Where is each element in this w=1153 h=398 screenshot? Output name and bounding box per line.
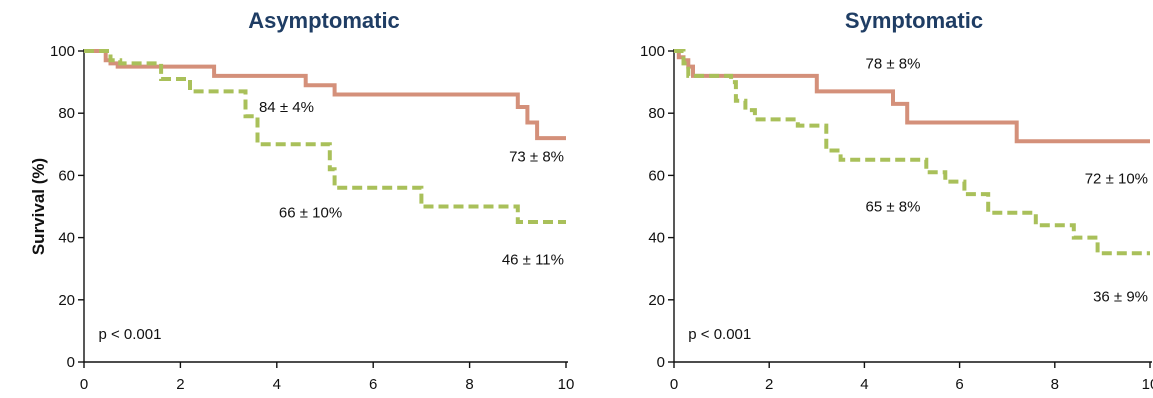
x-tick-label: 8: [1051, 376, 1059, 393]
survival-estimate-label: 72 ± 10%: [1085, 171, 1148, 188]
survival-estimate-label: 73 ± 8%: [509, 149, 564, 166]
x-tick-label: 0: [670, 376, 678, 393]
x-tick-label: 6: [955, 376, 963, 393]
p-value-label: p < 0.001: [688, 326, 751, 343]
x-tick-label: 10: [1142, 376, 1153, 393]
chart-title: Asymptomatic: [248, 8, 400, 33]
y-tick-label: 60: [648, 167, 665, 184]
survival-estimate-label: 65 ± 8%: [865, 199, 920, 216]
series-line-dashed: [674, 49, 1150, 256]
survival-estimate-label: 78 ± 8%: [865, 55, 920, 72]
survival-estimate-label: 46 ± 11%: [502, 251, 564, 268]
y-axis-label: Survival (%): [29, 158, 48, 255]
x-tick-label: 8: [465, 376, 473, 393]
y-tick-label: 60: [58, 167, 75, 184]
p-value-label: p < 0.001: [98, 326, 161, 343]
x-tick-label: 6: [369, 376, 377, 393]
y-tick-label: 80: [58, 105, 75, 122]
y-tick-label: 100: [50, 43, 75, 60]
chart-title: Symptomatic: [845, 8, 983, 33]
y-tick-label: 40: [58, 230, 75, 247]
panel-symptomatic: Symptomatic 0 20 40 60 80 100 0 2 4 6 8 10 78 ± 8% 72 …: [640, 8, 1153, 393]
x-tick-label: 4: [860, 376, 868, 393]
y-tick-label: 20: [58, 292, 75, 309]
x-tick-label: 4: [273, 376, 281, 393]
x-tick-label: 0: [80, 376, 88, 393]
x-tick-label: 2: [176, 376, 184, 393]
y-tick-label: 80: [648, 105, 665, 122]
series-line-solid: [84, 49, 566, 141]
y-tick-label: 0: [67, 354, 75, 371]
y-tick-label: 20: [648, 292, 665, 309]
y-tick-label: 100: [640, 43, 665, 60]
y-tick-label: 0: [657, 354, 665, 371]
x-tick-label: 10: [558, 376, 575, 393]
y-tick-label: 40: [648, 230, 665, 247]
x-tick-label: 2: [765, 376, 773, 393]
series-line-dashed: [84, 49, 566, 224]
survival-estimate-label: 36 ± 9%: [1093, 289, 1148, 306]
survival-estimate-label: 84 ± 4%: [259, 99, 314, 116]
survival-estimate-label: 66 ± 10%: [279, 205, 342, 222]
